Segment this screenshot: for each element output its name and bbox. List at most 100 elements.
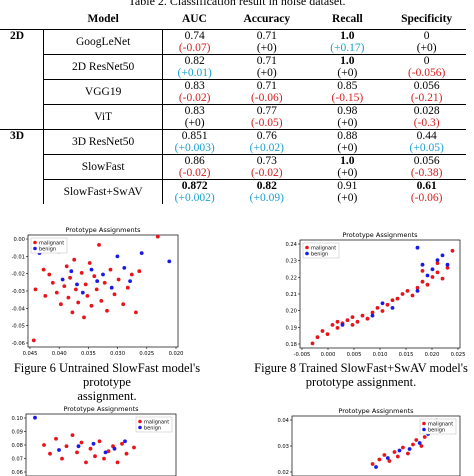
- point-benign: [425, 273, 430, 278]
- cell-auc-value: 0.86: [184, 155, 205, 167]
- cell-auc-delta: (-0.02): [178, 92, 211, 104]
- point-benign: [380, 301, 385, 306]
- point-malignant: [112, 292, 117, 297]
- point-malignant: [79, 440, 84, 445]
- scatter-plot-untrained: Prototype Assignments 0.00 -0.01 -0.02 -0.03…: [12, 226, 184, 357]
- cell-acc-value: 0.76: [256, 130, 277, 142]
- point-malignant: [97, 243, 101, 247]
- cell-rec-value: 1.0: [340, 155, 355, 167]
- point-malignant: [405, 289, 410, 293]
- x-tick-label: 0.025: [139, 351, 154, 357]
- y-tick-label: 0.19: [285, 325, 297, 331]
- point-malignant: [106, 449, 111, 454]
- model-name: VGG19: [43, 79, 164, 105]
- section-label: 2D: [10, 30, 25, 42]
- point-malignant: [88, 446, 93, 451]
- point-malignant: [121, 302, 126, 307]
- point-malignant: [75, 450, 79, 455]
- cell-rec-value: 1.0: [340, 30, 355, 42]
- point-malignant: [435, 270, 440, 275]
- cell-rec: 0.85 (-0.15): [307, 79, 388, 105]
- point-malignant: [390, 298, 395, 303]
- y-tick-label: 0.08: [11, 443, 23, 449]
- cell-acc: 0.77 (-0.05): [226, 104, 308, 130]
- point-malignant: [92, 274, 97, 279]
- cell-spec: 0.44 (+0.05): [387, 129, 466, 155]
- scatter-plot-trained: Prototype Assignments 0.24 0.23 0.22 0.21 0.2…: [285, 231, 466, 358]
- point-malignant: [420, 269, 425, 273]
- x-tick-label: 0.025: [451, 352, 466, 358]
- cell-rec-delta: (-0.15): [331, 92, 364, 104]
- legend-label-benign: benign: [39, 247, 56, 253]
- point-malignant: [350, 315, 355, 319]
- chart-title: Prototype Assignments: [338, 407, 414, 415]
- point-benign: [122, 266, 127, 270]
- cell-acc-value: 0.71: [256, 30, 277, 42]
- cell-acc-delta: (+0): [256, 42, 277, 54]
- y-tick-label: 0.21: [285, 292, 297, 298]
- point-benign: [112, 446, 117, 451]
- cell-auc-value: 0.872: [181, 180, 208, 192]
- point-malignant: [330, 323, 335, 327]
- cell-spec: 0.028 (-0.3): [387, 104, 466, 130]
- point-malignant: [64, 444, 69, 449]
- point-malignant: [400, 292, 405, 296]
- point-malignant: [406, 451, 410, 456]
- cell-auc: 0.82 (+0.01): [162, 54, 227, 80]
- y-tick-label: 0.07: [11, 457, 23, 463]
- point-malignant: [93, 454, 97, 459]
- point-benign: [139, 251, 144, 255]
- y-tick-label: 0.06: [11, 470, 23, 476]
- legend-marker-benign: [33, 246, 37, 251]
- point-malignant: [83, 282, 88, 287]
- table-body: 2D GoogLeNet 0.74 (-0.07) 0.71 (+0) 1.0 (+0.17)…: [0, 29, 466, 204]
- cell-acc: 0.76 (+0.02): [226, 129, 308, 155]
- cell-acc-value: 0.77: [256, 105, 277, 117]
- point-benign: [440, 253, 445, 258]
- point-malignant: [435, 261, 440, 265]
- point-malignant: [411, 442, 415, 447]
- legend-label-benign: benign: [428, 428, 445, 434]
- cell-spec: 0.056 (-0.21): [387, 79, 466, 105]
- cell-auc-delta: (-0.02): [178, 167, 211, 179]
- x-tick-label: 0.040: [52, 351, 67, 357]
- y-tick-label: 0.03: [277, 444, 289, 450]
- point-malignant: [59, 302, 63, 307]
- point-benign: [445, 262, 450, 267]
- chart-title: Prototype Assignments: [342, 231, 418, 239]
- header-specificity: Specificity: [387, 8, 466, 30]
- point-malignant: [33, 287, 38, 292]
- cell-acc: 0.71 (+0): [226, 30, 307, 55]
- point-benign: [385, 456, 390, 460]
- legend-label-malignant: malignant: [39, 241, 64, 247]
- y-tick-label: 0.02: [277, 470, 289, 476]
- point-benign: [420, 262, 425, 267]
- table-row: ViT 0.83 (+0) 0.77 (-0.05) 0.98 (+0) 0.028 (-0.3…: [0, 104, 466, 130]
- table-caption: Table 2. Classification result in noise …: [128, 0, 346, 8]
- x-tick-label: 0.015: [399, 352, 414, 358]
- cell-spec: 0.61 (-0.06): [387, 179, 466, 204]
- point-malignant: [50, 280, 55, 285]
- header-blank: [0, 8, 44, 30]
- point-benign: [415, 245, 420, 250]
- chart-title: Prototype Assignments: [63, 405, 139, 413]
- point-malignant: [97, 439, 102, 444]
- point-benign: [89, 267, 94, 272]
- cell-acc-delta: (-0.02): [250, 167, 283, 179]
- cell-spec-value: 0.61: [416, 180, 437, 192]
- cell-rec-value: 0.85: [337, 80, 358, 92]
- point-malignant: [85, 294, 90, 298]
- table-row: SlowFast+SwAV 0.872 (+0.002) 0.82 (+0.09) 0.9…: [0, 179, 466, 204]
- cell-spec-delta: (-0.3): [413, 117, 440, 129]
- point-benign: [407, 447, 412, 451]
- point-malignant: [320, 329, 325, 333]
- cell-auc-delta: (+0): [184, 117, 205, 129]
- cell-acc-delta: (-0.05): [250, 117, 283, 129]
- point-malignant: [116, 277, 121, 282]
- point-malignant: [335, 319, 340, 324]
- point-malignant: [79, 271, 84, 275]
- point-malignant: [66, 295, 71, 300]
- cell-auc: 0.74 (-0.07): [163, 30, 226, 55]
- cell-spec-value: 0: [423, 30, 430, 42]
- point-malignant: [72, 257, 77, 262]
